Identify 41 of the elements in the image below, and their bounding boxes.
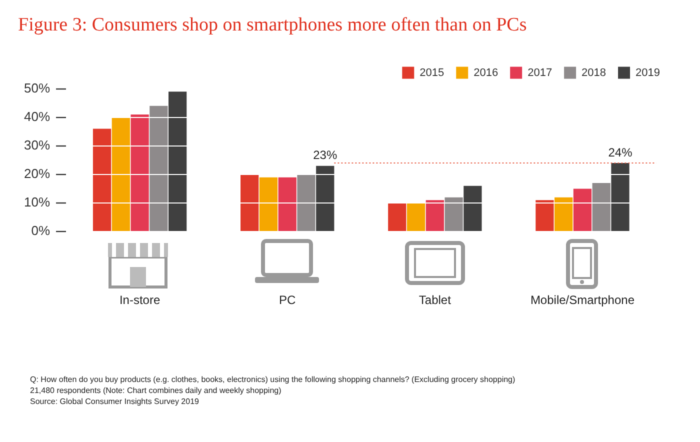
legend-label: 2018 [582,66,606,79]
legend-label: 2015 [420,66,444,79]
bar [168,92,187,232]
bar [130,114,149,232]
bar [536,200,554,232]
y-tick-label: 30% [24,138,50,152]
source-note: Source: Global Consumer Insights Survey 2019 [30,396,200,407]
data-label: 23% [313,148,338,162]
chart-title: Figure 3: Consumers shop on smartphones more often than on PCs [18,14,527,36]
legend-label: 2019 [636,66,660,79]
bar [444,197,463,232]
bar [554,197,573,232]
x-tick-label: Tablet [418,293,452,308]
text: 21,480 respondents (Note: Chart combines daily and weekly shopping) [30,385,282,396]
bar [150,106,168,232]
y-tick-label: 40% [24,108,50,124]
bar [406,203,426,232]
bar [426,200,444,232]
text: Q: How often do you buy products (e.g. clothes, books, electronics) using the following shopping channels? (Excluding grocery shopping) [30,374,516,385]
legend-label: 2016 [474,66,498,79]
bar [297,174,316,232]
legend-label: 2017 [528,66,552,79]
bar [316,166,334,232]
y-tick-label: 0% [31,223,50,238]
bar [592,183,610,232]
y-tick-label: 50% [24,80,50,96]
y-tick-label: 10% [24,194,50,210]
data-label: 24% [608,145,633,160]
x-tick-label: PC [279,293,296,308]
x-tick-label: In-store [119,293,160,308]
bar [112,117,130,232]
bar [92,128,112,232]
bar [573,188,592,232]
bar [240,174,259,232]
y-tick-label: 20% [24,166,50,182]
bar [259,177,278,232]
bar [388,203,406,232]
bar [611,163,630,232]
bar [464,186,482,232]
bar [278,177,296,232]
x-tick-label: Mobile/Smartphone [530,293,635,308]
